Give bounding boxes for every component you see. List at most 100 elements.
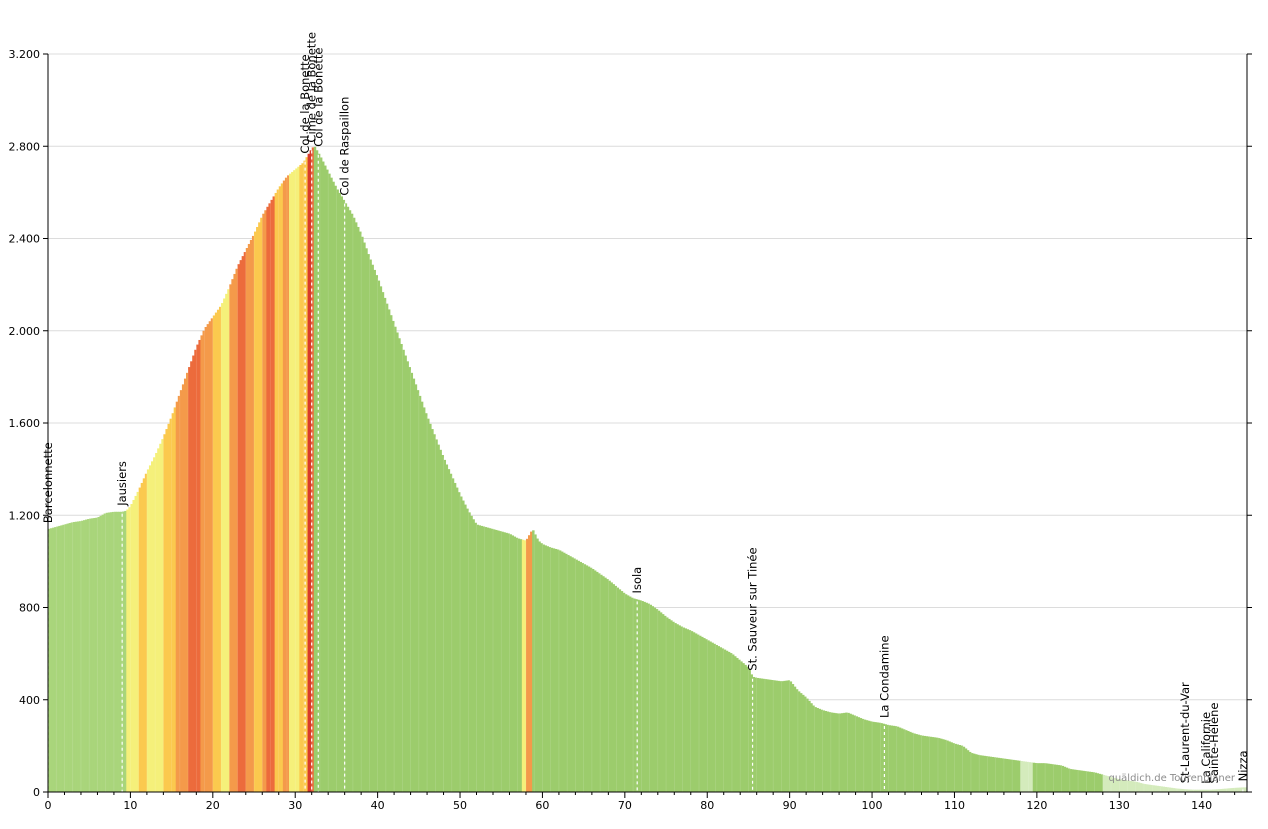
profile-bar bbox=[882, 723, 885, 792]
profile-bar bbox=[1094, 772, 1098, 792]
profile-bar bbox=[513, 536, 517, 792]
profile-bar bbox=[573, 558, 576, 792]
profile-bar bbox=[754, 677, 758, 792]
profile-bar bbox=[602, 576, 605, 792]
profile-bar bbox=[367, 254, 370, 792]
profile-bar bbox=[299, 164, 302, 793]
profile-bar bbox=[132, 499, 135, 792]
profile-bar bbox=[76, 521, 80, 792]
profile-bar bbox=[750, 674, 753, 792]
profile-bar bbox=[202, 330, 205, 792]
profile-bar bbox=[241, 256, 245, 793]
profile-bar bbox=[1073, 769, 1077, 792]
profile-bar bbox=[488, 528, 492, 792]
profile-bar bbox=[324, 165, 327, 792]
profile-bar bbox=[218, 306, 222, 792]
profile-bar bbox=[1059, 765, 1062, 792]
profile-bar bbox=[56, 526, 59, 792]
profile-bar bbox=[532, 530, 535, 792]
profile-bar bbox=[645, 602, 648, 792]
profile-bar bbox=[280, 183, 284, 792]
profile-bar bbox=[266, 206, 269, 793]
profile-bar bbox=[915, 734, 918, 792]
profile-bar bbox=[83, 520, 86, 792]
profile-bar bbox=[799, 693, 803, 792]
profile-bar bbox=[878, 722, 881, 792]
profile-bar bbox=[521, 539, 525, 792]
waypoint-label: Cime de la Bonette bbox=[305, 32, 319, 142]
profile-bar bbox=[659, 612, 663, 792]
profile-bar bbox=[371, 264, 374, 793]
profile-bar bbox=[746, 666, 749, 792]
profile-bar bbox=[445, 464, 449, 792]
profile-bar bbox=[464, 504, 467, 792]
profile-bar bbox=[381, 292, 385, 792]
profile-bar bbox=[653, 607, 657, 792]
profile-bar bbox=[159, 443, 162, 792]
profile-bar bbox=[1135, 781, 1139, 792]
profile-bar bbox=[284, 177, 288, 793]
waypoint-label: St-Laurent-du-Var bbox=[1178, 682, 1192, 783]
profile-bar bbox=[847, 712, 850, 792]
profile-bar bbox=[995, 757, 999, 792]
profile-bar bbox=[468, 512, 471, 792]
profile-bar bbox=[709, 641, 712, 792]
profile-bar bbox=[194, 349, 197, 792]
profile-bar bbox=[1201, 789, 1205, 792]
profile-bar bbox=[431, 429, 434, 792]
profile-bar bbox=[425, 413, 428, 792]
profile-bar bbox=[797, 691, 801, 792]
profile-bar bbox=[157, 448, 160, 792]
profile-bar bbox=[591, 569, 595, 792]
profile-bar bbox=[977, 754, 980, 792]
profile-bar bbox=[1154, 785, 1157, 792]
profile-bar bbox=[719, 647, 723, 792]
profile-bar bbox=[962, 746, 966, 792]
profile-bar bbox=[309, 150, 313, 793]
profile-bar bbox=[1172, 788, 1176, 792]
profile-bar bbox=[596, 571, 599, 792]
profile-bar bbox=[50, 528, 53, 792]
x-tick-label: 100 bbox=[862, 799, 883, 812]
profile-bar bbox=[377, 280, 381, 792]
profile-bar bbox=[795, 689, 799, 792]
profile-bar bbox=[389, 315, 393, 792]
profile-bar bbox=[1170, 787, 1174, 792]
profile-bar bbox=[1160, 786, 1163, 792]
profile-bar bbox=[420, 401, 424, 792]
profile-bar bbox=[1183, 789, 1186, 792]
profile-bar bbox=[865, 720, 869, 792]
profile-bar bbox=[740, 661, 743, 792]
profile-bar bbox=[814, 707, 817, 792]
profile-bar bbox=[1125, 780, 1128, 792]
profile-bar bbox=[408, 367, 411, 792]
profile-bar bbox=[1207, 789, 1211, 792]
profile-bar bbox=[1053, 764, 1056, 792]
profile-bar bbox=[950, 742, 953, 792]
profile-bar bbox=[692, 632, 696, 792]
profile-bar bbox=[855, 716, 859, 792]
waypoint-label: Sainte-Hélène bbox=[1207, 703, 1221, 784]
profile-bar bbox=[317, 153, 321, 792]
profile-bar bbox=[1152, 785, 1155, 792]
profile-bar bbox=[810, 703, 813, 792]
profile-bar bbox=[1179, 788, 1182, 792]
profile-bar bbox=[126, 509, 129, 792]
profile-bar bbox=[437, 444, 440, 792]
profile-bar bbox=[966, 750, 970, 792]
profile-bar bbox=[1119, 779, 1122, 792]
profile-bar bbox=[773, 680, 776, 792]
profile-bar bbox=[87, 519, 90, 792]
profile-bar bbox=[478, 525, 482, 792]
profile-bar bbox=[212, 315, 216, 792]
profile-bar bbox=[1164, 786, 1168, 792]
profile-bar bbox=[1195, 789, 1198, 792]
profile-bar bbox=[1197, 789, 1201, 792]
profile-bar bbox=[144, 473, 148, 792]
waypoint-label: La Californie bbox=[1199, 712, 1213, 784]
profile-bar bbox=[272, 196, 276, 792]
profile-bar bbox=[612, 584, 615, 792]
profile-bar bbox=[200, 335, 203, 792]
profile-bar bbox=[352, 217, 356, 793]
profile-bar bbox=[1199, 789, 1203, 792]
